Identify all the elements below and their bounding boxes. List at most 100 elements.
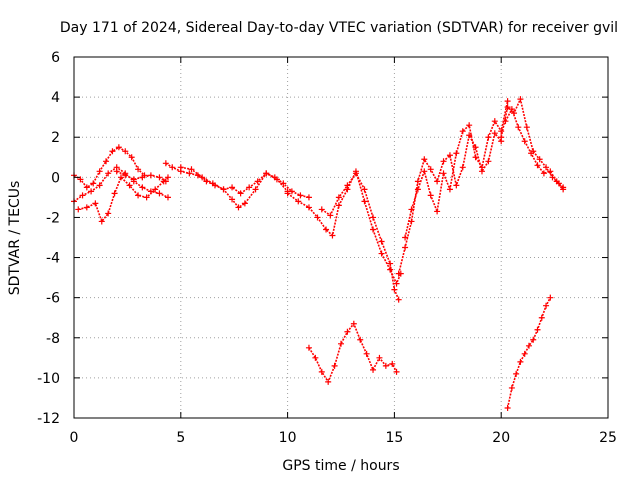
data-point-marker <box>440 158 447 165</box>
data-point-marker <box>229 184 236 191</box>
data-point-marker <box>427 166 434 173</box>
data-point-marker <box>414 178 421 185</box>
data-series <box>71 96 567 411</box>
data-point-marker <box>335 194 342 201</box>
data-point-marker <box>305 344 312 351</box>
data-point-marker <box>434 178 441 185</box>
data-point-marker <box>513 370 520 377</box>
data-point-marker <box>241 200 248 207</box>
data-point-marker <box>485 134 492 141</box>
satellite-trace-d <box>113 168 169 185</box>
data-point-marker <box>498 134 505 141</box>
data-point-marker <box>350 320 357 327</box>
data-point-marker <box>297 192 304 199</box>
series-trace-line <box>397 132 502 274</box>
data-point-marker <box>237 190 244 197</box>
data-point-marker <box>96 168 103 175</box>
data-point-marker <box>395 270 402 277</box>
y-tick-label: -8 <box>46 331 60 347</box>
data-point-marker <box>305 194 312 201</box>
series-trace-line <box>73 166 169 203</box>
data-point-marker <box>284 190 291 197</box>
data-point-marker <box>393 280 400 287</box>
series-trace-line <box>180 166 289 209</box>
data-point-marker <box>504 404 511 411</box>
data-point-marker <box>363 350 370 357</box>
series-trace-line <box>321 172 400 301</box>
x-tick-label: 15 <box>385 430 403 446</box>
data-point-marker <box>391 286 398 293</box>
data-point-marker <box>466 132 473 139</box>
satellite-trace-l <box>502 106 567 193</box>
data-point-marker <box>528 150 535 157</box>
data-point-marker <box>344 182 351 189</box>
data-point-marker <box>553 178 560 185</box>
data-point-marker <box>491 130 498 137</box>
data-point-marker <box>370 366 377 373</box>
satellite-trace-b <box>71 164 171 205</box>
data-point-marker <box>90 180 97 187</box>
data-point-marker <box>199 174 206 181</box>
data-point-marker <box>164 174 171 181</box>
x-tick-label: 20 <box>492 430 510 446</box>
data-point-marker <box>162 160 169 167</box>
data-point-marker <box>472 144 479 151</box>
data-point-marker <box>105 170 112 177</box>
data-point-marker <box>156 174 163 181</box>
data-point-marker <box>408 206 415 213</box>
data-point-marker <box>103 158 110 165</box>
data-point-marker <box>273 176 280 183</box>
y-tick-label: -2 <box>46 210 60 226</box>
data-point-marker <box>246 184 253 191</box>
data-point-marker <box>126 182 133 189</box>
data-point-marker <box>135 192 142 199</box>
data-point-marker <box>508 106 515 113</box>
y-tick-label: -4 <box>46 251 60 267</box>
data-point-marker <box>515 124 522 131</box>
data-point-marker <box>491 118 498 125</box>
data-point-marker <box>111 190 118 197</box>
data-point-marker <box>109 148 116 155</box>
data-point-marker <box>370 214 377 221</box>
data-point-marker <box>194 172 201 179</box>
data-point-marker <box>139 184 146 191</box>
x-tick-label: 5 <box>176 430 185 446</box>
chart-title: Day 171 of 2024, Sidereal Day-to-day VTE… <box>60 20 618 36</box>
data-point-marker <box>525 342 532 349</box>
data-point-marker <box>117 174 124 181</box>
data-point-marker <box>376 354 383 361</box>
data-point-marker <box>188 166 195 173</box>
data-point-marker <box>162 178 169 185</box>
x-axis-label: GPS time / hours <box>282 458 399 474</box>
y-tick-label: 2 <box>51 130 60 146</box>
series-trace-line <box>404 100 509 238</box>
satellite-trace-n <box>504 294 554 411</box>
data-point-marker <box>335 202 342 209</box>
data-point-marker <box>459 164 466 171</box>
data-point-marker <box>327 212 334 219</box>
data-point-marker <box>421 168 428 175</box>
y-tick-label: -12 <box>37 411 60 427</box>
data-point-marker <box>229 196 236 203</box>
satellite-trace-g <box>284 168 404 287</box>
data-point-marker <box>543 164 550 171</box>
y-tick-label: 6 <box>51 50 60 66</box>
data-point-marker <box>361 198 368 205</box>
data-point-marker <box>220 186 227 193</box>
data-point-marker <box>504 98 511 105</box>
data-point-marker <box>295 198 302 205</box>
data-point-marker <box>421 156 428 163</box>
data-point-marker <box>115 144 122 151</box>
data-point-marker <box>156 190 163 197</box>
data-point-marker <box>472 154 479 161</box>
x-tick-label: 10 <box>279 430 297 446</box>
data-point-marker <box>329 232 336 239</box>
data-point-marker <box>547 294 554 301</box>
data-point-marker <box>122 172 129 179</box>
data-point-marker <box>318 368 325 375</box>
data-point-marker <box>389 360 396 367</box>
data-point-marker <box>98 218 105 225</box>
data-point-marker <box>252 186 259 193</box>
data-point-marker <box>92 200 99 207</box>
